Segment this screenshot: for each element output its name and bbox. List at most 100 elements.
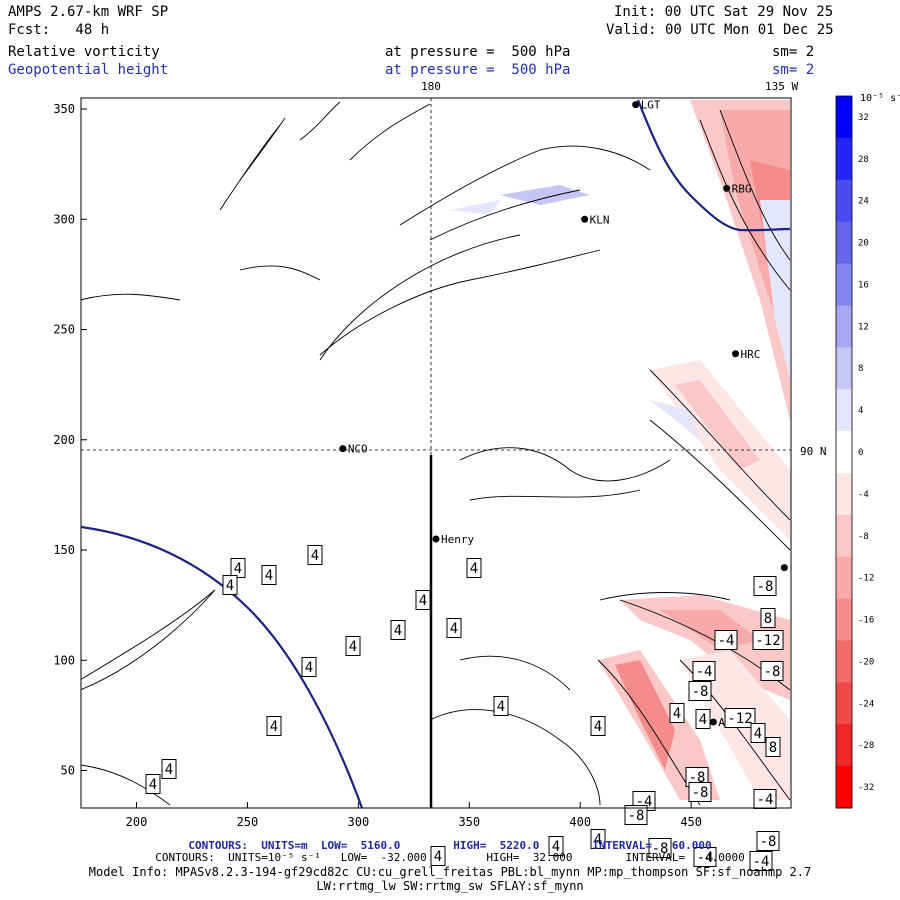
- contour-label-box: [750, 723, 766, 743]
- contour-label-box: [669, 703, 685, 723]
- contour-label: -8: [764, 664, 781, 680]
- station-label: NCO: [348, 443, 368, 456]
- contour-label-box: [466, 558, 482, 578]
- contour-label-box: [390, 620, 406, 640]
- x-tick-label: 450: [680, 815, 702, 829]
- contour-label-box: [752, 630, 784, 650]
- contour-label: 4: [149, 777, 157, 793]
- contour-label-box: [753, 576, 777, 596]
- contour-label-box: [446, 618, 462, 638]
- contour-label-box: [688, 782, 712, 802]
- init-time: Init: 00 UTC Sat 29 Nov 25: [614, 4, 834, 20]
- contour-label: 4: [311, 548, 319, 564]
- contour-label: 4: [270, 719, 278, 735]
- colorbar-tick-label: -28: [858, 741, 874, 751]
- contour-label-box: [301, 657, 317, 677]
- contour-label-box: [692, 661, 716, 681]
- contour-label: -8: [760, 834, 777, 850]
- y-tick-label: 300: [53, 212, 75, 226]
- contour-label-box: [261, 565, 277, 585]
- contour-label-box: [266, 716, 282, 736]
- colorbar-swatch: [836, 472, 852, 516]
- station-marker: [632, 101, 640, 109]
- contour-label: 4: [450, 621, 458, 637]
- colorbar-frame: [835, 95, 853, 809]
- footer-contours-vorticity: CONTOURS: UNITS=10⁻⁵ s⁻¹ LOW= -32.000 HI…: [155, 851, 745, 864]
- colorbar-tick-label: -12: [858, 574, 874, 584]
- vorticity-negative-mid: [650, 400, 700, 440]
- x-tick-label: 200: [126, 815, 148, 829]
- smoothing-geopotential: sm= 2: [772, 62, 815, 78]
- station-marker: [432, 535, 440, 543]
- contour-label-box: [648, 838, 672, 858]
- contour-label: 4: [470, 561, 478, 577]
- grid-label-135w: 135 W: [765, 80, 798, 93]
- colorbar-swatch: [836, 598, 852, 641]
- contour-label: 8: [769, 740, 777, 756]
- colorbar-swatch: [836, 137, 852, 181]
- pressure-geopotential: at pressure = 500 hPa: [385, 62, 571, 78]
- contour-label: -4: [697, 850, 714, 866]
- contour-line: [719, 109, 791, 261]
- colorbar-tick-label: 8: [858, 364, 863, 374]
- contour-label-box: [714, 630, 738, 650]
- contour-line: [429, 189, 581, 241]
- geopotential-contours: [81, 99, 791, 808]
- contour-line: [319, 234, 521, 361]
- contour-label-box: [688, 681, 712, 701]
- contour-line: [599, 592, 731, 601]
- contour-line: [459, 447, 671, 482]
- contour-label-box: [307, 545, 323, 565]
- colorbar-tick-label: 28: [858, 155, 869, 165]
- station-label: HRC: [741, 348, 761, 361]
- contour-label: -12: [755, 633, 780, 649]
- contour-label: 4: [305, 660, 313, 676]
- field-geopotential: Geopotential height: [8, 62, 169, 78]
- colorbar-swatch: [836, 766, 852, 809]
- colorbar-tick-label: 0: [858, 448, 863, 458]
- contour-label: -4: [718, 633, 735, 649]
- station-label: LGT: [641, 99, 661, 112]
- colorbar-swatch: [836, 179, 852, 223]
- colorbar-tick-label: -16: [858, 616, 874, 626]
- y-tick-label: 100: [53, 653, 75, 667]
- vorticity-band-southwest-core: [615, 660, 675, 770]
- station-marker: [723, 184, 731, 192]
- grid-label-180: 180: [421, 80, 441, 93]
- contour-label: 4: [434, 849, 442, 865]
- plot-area: [81, 98, 791, 808]
- contour-line: [649, 369, 791, 521]
- y-tick-label: 250: [53, 323, 75, 337]
- colorbar-tick-label: -4: [858, 490, 869, 500]
- footer-contours-geopotential: CONTOURS: UNITS=m LOW= 5160.0 HIGH= 5220…: [188, 839, 712, 852]
- y-tick-label: 200: [53, 433, 75, 447]
- plot-background: [81, 98, 791, 808]
- forecast-hour: Fcst: 48 h: [8, 22, 110, 38]
- contour-line: [81, 764, 171, 806]
- contour-label: -8: [757, 579, 774, 595]
- contour-label: 4: [226, 578, 234, 594]
- contour-label: -4: [696, 664, 713, 680]
- colorbar-swatch: [836, 514, 852, 558]
- station-marker: [780, 564, 788, 572]
- colorbar-tick-label: 32: [858, 113, 869, 123]
- contour-label: 4: [234, 561, 242, 577]
- axes-layer: 200 250 300 350 400 450 50 100 150 200 250 300 350: [53, 102, 702, 829]
- contour-label: 4: [552, 839, 560, 855]
- valid-time: Valid: 00 UTC Mon 01 Dec 25: [606, 22, 834, 38]
- station-marker: [581, 215, 589, 223]
- contour-label: 4: [699, 712, 707, 728]
- contour-line: [429, 709, 601, 806]
- geopotential-contour-5160: [81, 525, 364, 808]
- pressure-vorticity: at pressure = 500 hPa: [385, 44, 571, 60]
- smoothing-vorticity: sm= 2: [772, 44, 815, 60]
- colorbar: 32 28 24 20 16 12 8 4 0 -4 -8 -12 -16 -20 -24 -28 -32: [835, 95, 874, 809]
- contour-label: 8: [764, 611, 772, 627]
- contour-label: -8: [628, 808, 645, 824]
- contour-line: [239, 117, 286, 181]
- contour-label: -4: [753, 854, 770, 870]
- contour-label: 4: [594, 719, 602, 735]
- contour-label-box: [760, 608, 776, 628]
